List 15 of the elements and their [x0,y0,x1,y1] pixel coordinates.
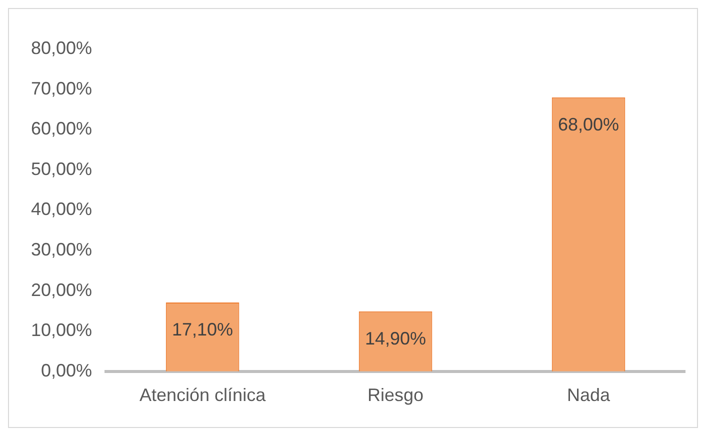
y-tick-label: 40,00% [30,199,92,220]
data-label: 14,90% [364,328,426,348]
y-tick-label: 0,00% [41,360,92,380]
y-tick-label: 60,00% [30,118,92,139]
y-tick-label: 80,00% [30,38,92,58]
y-tick-label: 30,00% [30,239,92,260]
x-tick-label: Nada [566,385,612,406]
x-tick-label: Atención clínica [140,385,267,406]
data-label: 68,00% [558,114,620,134]
y-tick-label: 20,00% [30,280,92,300]
y-tick-label: 50,00% [30,158,92,179]
x-tick-label: Riesgo [368,385,424,406]
y-tick-label: 70,00% [30,78,92,98]
y-tick-label: 10,00% [30,320,92,340]
data-label: 17,10% [172,319,234,340]
